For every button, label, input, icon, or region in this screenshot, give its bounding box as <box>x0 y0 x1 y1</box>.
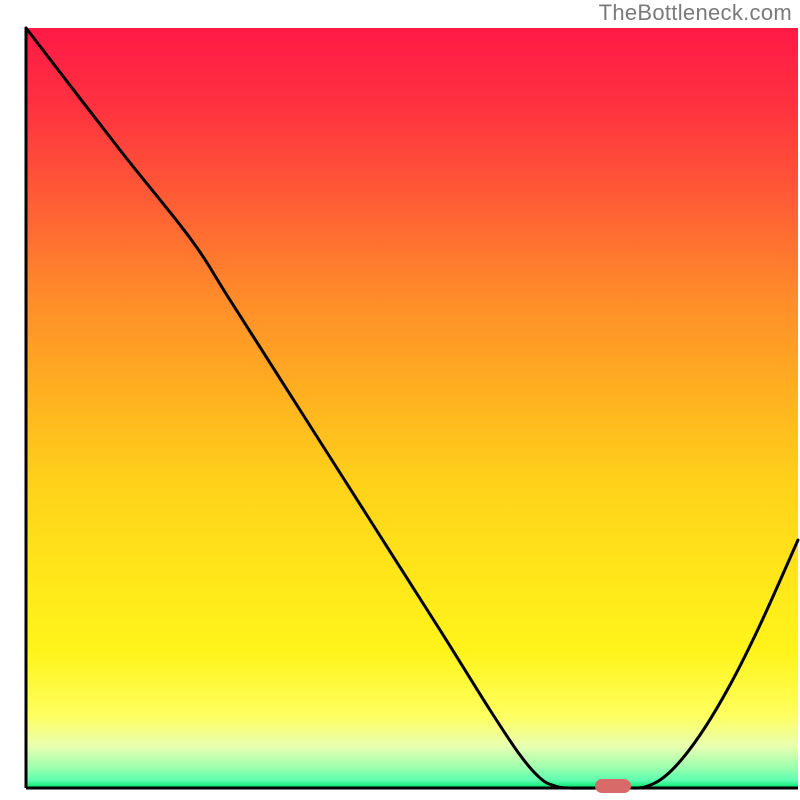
bottleneck-curve-chart <box>0 0 800 800</box>
bottom-margin <box>0 788 800 800</box>
optimal-marker <box>595 779 631 793</box>
watermark-label: TheBottleneck.com <box>599 0 792 26</box>
chart-container: TheBottleneck.com <box>0 0 800 800</box>
gradient-background <box>26 28 798 788</box>
left-margin <box>0 0 26 800</box>
